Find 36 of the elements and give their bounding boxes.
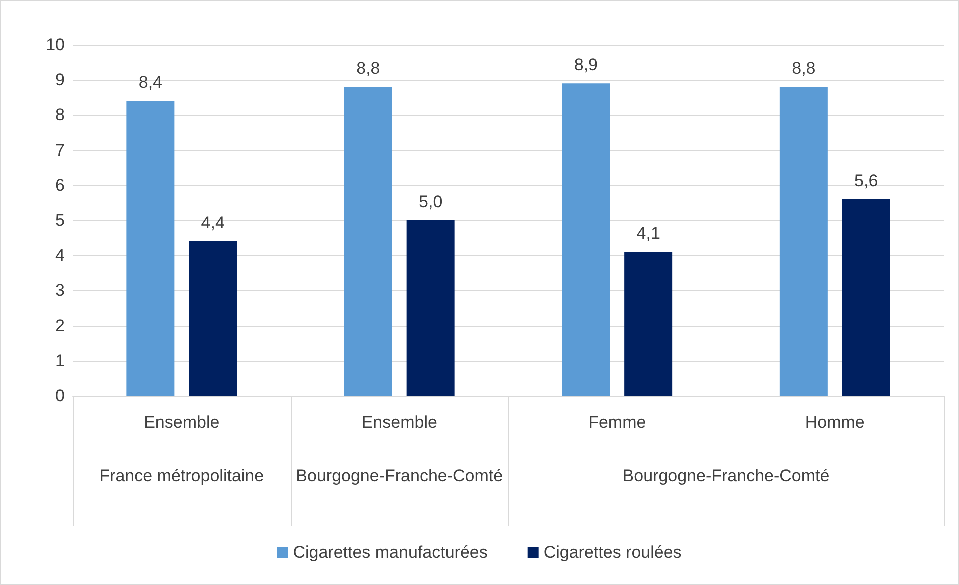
- y-tick-label: 5: [56, 211, 65, 230]
- y-tick-label: 6: [56, 176, 65, 195]
- data-label: 5,0: [419, 192, 443, 212]
- data-label: 8,9: [574, 56, 598, 75]
- bar: [406, 220, 455, 396]
- data-label: 4,1: [636, 224, 660, 244]
- y-tick-label: 7: [56, 140, 65, 160]
- bar: [842, 199, 890, 396]
- bar: [344, 87, 392, 396]
- y-tick-label: 2: [56, 316, 65, 336]
- y-tick-label: 1: [56, 351, 65, 370]
- legend-label: Cigarettes roulées: [544, 543, 682, 562]
- bar: [189, 242, 238, 396]
- bar: [562, 84, 610, 396]
- y-tick-label: 0: [56, 386, 65, 406]
- y-tick-label: 3: [56, 281, 65, 300]
- data-label: 8,8: [356, 59, 380, 78]
- data-label: 8,8: [792, 59, 816, 78]
- data-label: 5,6: [854, 171, 878, 190]
- x-tick-label: Ensemble: [362, 413, 438, 432]
- y-tick-label: 10: [46, 36, 65, 54]
- x-tick-label: Homme: [805, 413, 865, 432]
- y-tick-label: 9: [56, 70, 65, 90]
- text: Bourgogne-Franche-Comté: [622, 466, 830, 486]
- bar: [624, 252, 673, 396]
- bar: [780, 87, 828, 396]
- bar: [126, 101, 175, 396]
- x-tick-label: Femme: [588, 413, 646, 432]
- legend-label: Cigarettes manufacturées: [293, 543, 488, 562]
- x-tick-label: Ensemble: [144, 413, 220, 432]
- data-label: 8,4: [138, 73, 162, 92]
- text: France métropolitaine: [100, 466, 264, 486]
- y-tick-label: 4: [56, 246, 65, 266]
- y-tick-label: 8: [56, 106, 65, 125]
- data-label: 4,4: [201, 214, 225, 233]
- text: Bourgogne-Franche-Comté: [296, 466, 504, 486]
